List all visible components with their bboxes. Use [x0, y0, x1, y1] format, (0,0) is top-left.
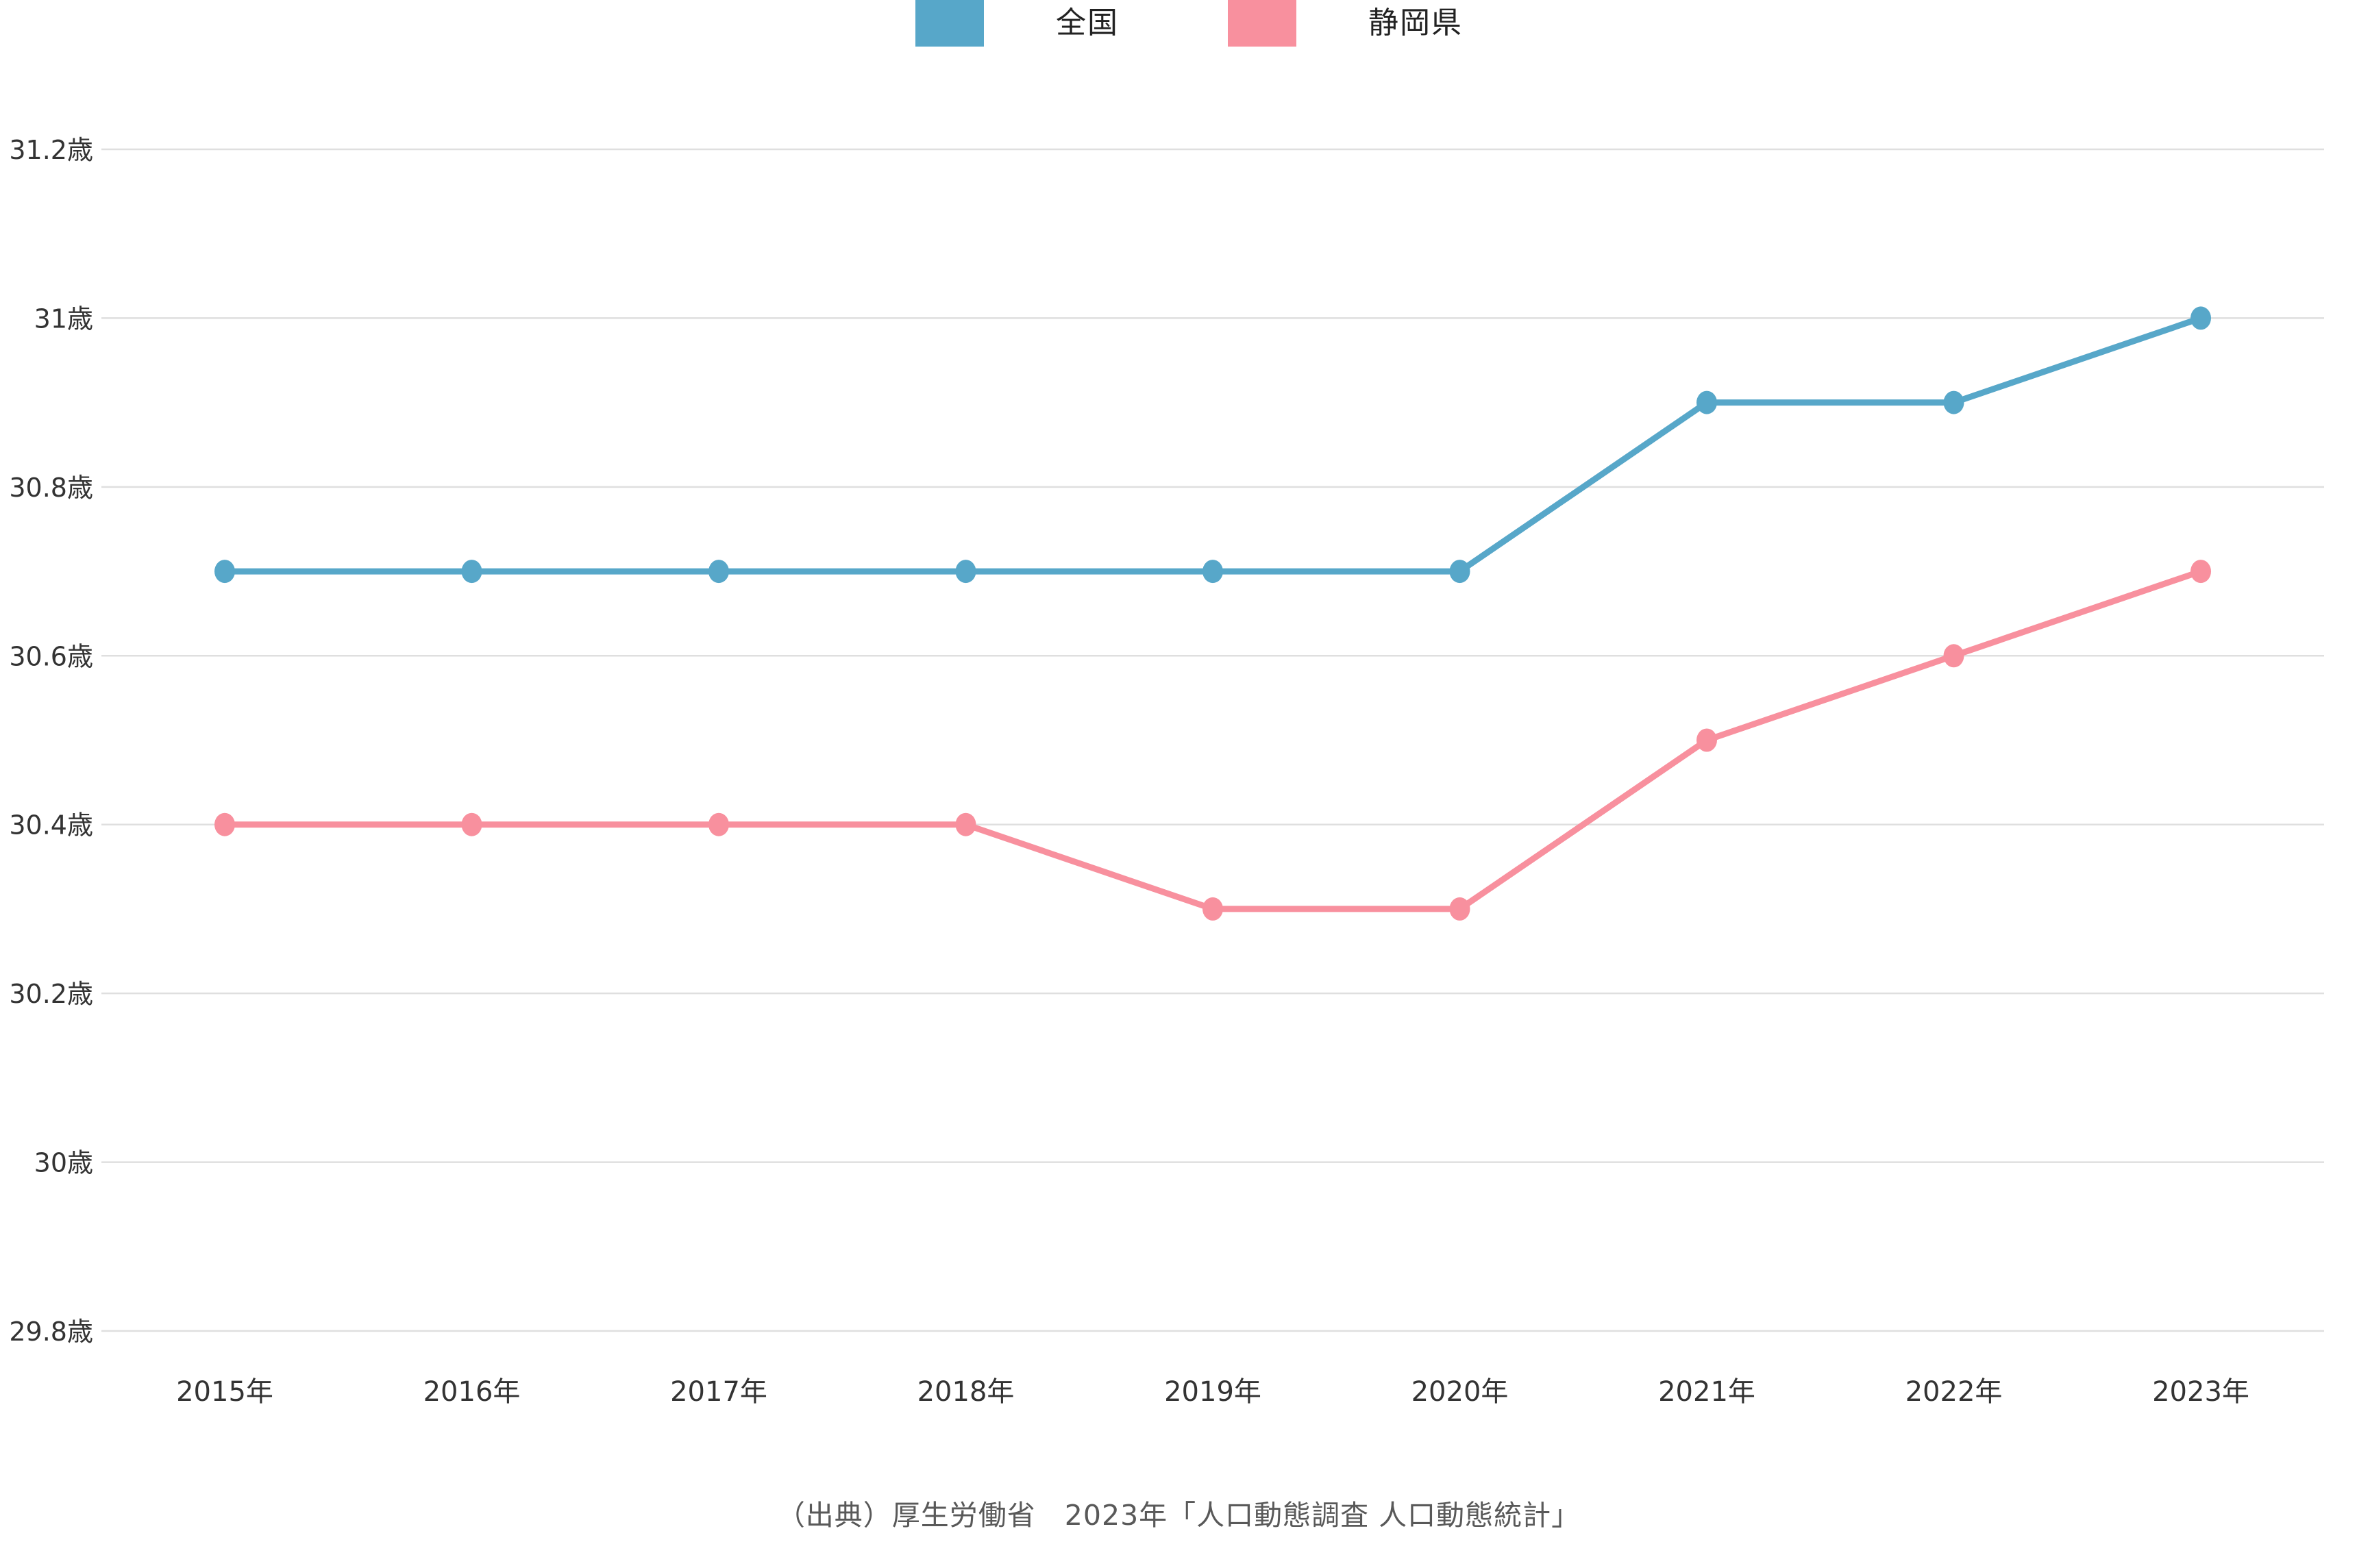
data-point	[955, 812, 976, 836]
data-point	[461, 812, 482, 836]
x-tick-label: 2015年	[176, 1376, 273, 1408]
gridlines-and-yticks: 31.2歳 31歳 30.8歳 30.6歳 30.4歳 30.2歳 30歳 29.8歳	[9, 135, 2324, 1347]
data-point	[1696, 390, 1717, 414]
data-point	[1449, 897, 1470, 921]
x-tick-labels: 2015年 2016年 2017年 2018年 2019年 2020年 2021年 2022年…	[176, 1376, 2249, 1408]
y-tick-label: 29.8歳	[9, 1317, 93, 1347]
data-point	[1696, 728, 1717, 752]
x-tick-label: 2022年	[1905, 1376, 2003, 1408]
y-tick-label: 30.6歳	[9, 641, 93, 671]
x-tick-label: 2020年	[1411, 1376, 1509, 1408]
data-point	[214, 560, 235, 584]
data-point	[1943, 390, 1964, 414]
data-point	[214, 812, 235, 836]
x-tick-label: 2021年	[1658, 1376, 1755, 1408]
data-point	[708, 812, 729, 836]
legend-item-shizuoka: 静岡県	[1228, 0, 1463, 47]
series-1	[214, 560, 2211, 921]
data-point	[2191, 306, 2211, 330]
y-tick-label: 30.8歳	[9, 473, 93, 503]
data-point	[1202, 560, 1223, 584]
y-tick-label: 31.2歳	[9, 135, 93, 165]
data-point	[2191, 560, 2211, 584]
data-point	[955, 560, 976, 584]
source-citation: （出典）厚生労働省 2023年「人口動態調査 人口動態統計」	[776, 1499, 1581, 1532]
x-tick-label: 2016年	[423, 1376, 521, 1408]
y-tick-label: 30.4歳	[9, 810, 93, 841]
y-tick-label: 30歳	[34, 1148, 93, 1178]
y-tick-label: 30.2歳	[9, 979, 93, 1009]
legend-swatch-national	[915, 0, 984, 47]
x-tick-label: 2019年	[1164, 1376, 1261, 1408]
legend-item-national: 全国	[915, 0, 1119, 47]
x-tick-label: 2023年	[2152, 1376, 2249, 1408]
legend-swatch-shizuoka	[1228, 0, 1296, 47]
series-0	[214, 306, 2211, 584]
series-line	[221, 314, 2204, 575]
y-tick-label: 31歳	[34, 303, 93, 334]
data-point	[1449, 560, 1470, 584]
data-point	[461, 560, 482, 584]
data-point	[1202, 897, 1223, 921]
data-point	[708, 560, 729, 584]
data-point	[1943, 644, 1964, 668]
x-tick-label: 2017年	[670, 1376, 767, 1408]
series-line	[221, 568, 2204, 912]
legend-label-national: 全国	[1056, 5, 1119, 40]
x-tick-label: 2018年	[917, 1376, 1015, 1408]
legend-label-shizuoka: 静岡県	[1368, 5, 1463, 40]
